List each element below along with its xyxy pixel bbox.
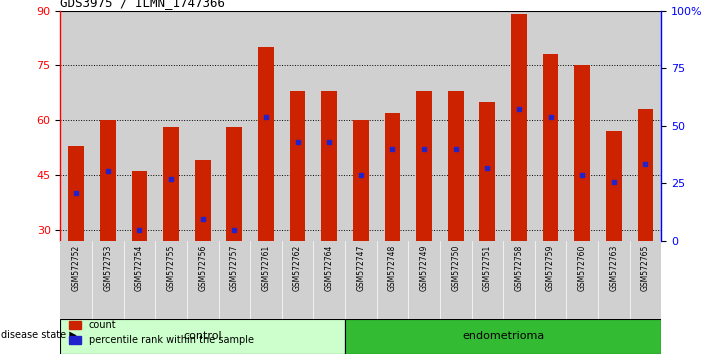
Bar xyxy=(377,241,408,319)
Bar xyxy=(511,14,527,241)
Bar xyxy=(638,109,653,241)
Bar xyxy=(471,11,503,241)
Bar xyxy=(155,241,187,319)
Bar xyxy=(345,241,377,319)
Text: GSM572765: GSM572765 xyxy=(641,245,650,291)
Text: GSM572756: GSM572756 xyxy=(198,245,207,291)
Bar xyxy=(68,146,84,241)
Text: GSM572759: GSM572759 xyxy=(546,245,555,291)
Bar xyxy=(164,127,179,241)
Bar xyxy=(314,11,345,241)
Bar xyxy=(132,171,147,241)
Text: GSM572754: GSM572754 xyxy=(135,245,144,291)
Bar xyxy=(503,11,535,241)
Bar xyxy=(345,319,661,354)
Bar xyxy=(503,241,535,319)
Bar xyxy=(345,11,377,241)
Bar xyxy=(416,91,432,241)
Text: GSM572752: GSM572752 xyxy=(72,245,81,291)
Bar xyxy=(195,160,210,241)
Bar xyxy=(574,65,590,241)
Bar xyxy=(542,55,558,241)
Bar xyxy=(479,102,496,241)
Text: GSM572762: GSM572762 xyxy=(293,245,302,291)
Bar xyxy=(377,11,408,241)
Bar xyxy=(471,241,503,319)
Text: GSM572761: GSM572761 xyxy=(262,245,270,291)
Bar xyxy=(60,11,92,241)
Bar xyxy=(282,11,314,241)
Bar xyxy=(535,11,567,241)
Bar xyxy=(100,120,116,241)
Bar xyxy=(353,120,369,241)
Text: GSM572757: GSM572757 xyxy=(230,245,239,291)
Text: endometrioma: endometrioma xyxy=(462,331,544,341)
Bar xyxy=(226,127,242,241)
Bar xyxy=(187,241,218,319)
Text: GSM572763: GSM572763 xyxy=(609,245,619,291)
Bar xyxy=(187,11,218,241)
Bar xyxy=(60,319,345,354)
Text: GSM572764: GSM572764 xyxy=(325,245,333,291)
Text: GSM572753: GSM572753 xyxy=(103,245,112,291)
Text: GDS3975 / ILMN_1747366: GDS3975 / ILMN_1747366 xyxy=(60,0,225,10)
Bar xyxy=(598,11,630,241)
Bar xyxy=(124,241,155,319)
Bar xyxy=(60,241,92,319)
Legend: count, percentile rank within the sample: count, percentile rank within the sample xyxy=(65,316,257,349)
Text: GSM572751: GSM572751 xyxy=(483,245,492,291)
Bar xyxy=(258,47,274,241)
Bar xyxy=(448,91,464,241)
Text: control: control xyxy=(183,331,222,341)
Bar xyxy=(606,131,621,241)
Bar xyxy=(440,241,471,319)
Bar xyxy=(535,241,567,319)
Bar xyxy=(321,91,337,241)
Text: GSM572747: GSM572747 xyxy=(356,245,365,291)
Bar xyxy=(218,241,250,319)
Text: GSM572750: GSM572750 xyxy=(451,245,460,291)
Bar xyxy=(124,11,155,241)
Bar xyxy=(408,11,440,241)
Text: GSM572758: GSM572758 xyxy=(515,245,523,291)
Bar xyxy=(250,11,282,241)
Bar xyxy=(289,91,306,241)
Text: disease state ▶: disease state ▶ xyxy=(1,330,77,340)
Bar xyxy=(598,241,630,319)
Bar xyxy=(567,241,598,319)
Text: GSM572748: GSM572748 xyxy=(388,245,397,291)
Bar xyxy=(314,241,345,319)
Bar xyxy=(385,113,400,241)
Bar xyxy=(218,11,250,241)
Bar xyxy=(630,241,661,319)
Bar xyxy=(440,11,471,241)
Bar xyxy=(408,241,440,319)
Bar xyxy=(155,11,187,241)
Bar xyxy=(630,11,661,241)
Text: GSM572749: GSM572749 xyxy=(419,245,429,291)
Bar xyxy=(250,241,282,319)
Text: GSM572760: GSM572760 xyxy=(577,245,587,291)
Bar xyxy=(92,241,124,319)
Bar xyxy=(282,241,314,319)
Bar xyxy=(567,11,598,241)
Text: GSM572755: GSM572755 xyxy=(166,245,176,291)
Bar xyxy=(92,11,124,241)
